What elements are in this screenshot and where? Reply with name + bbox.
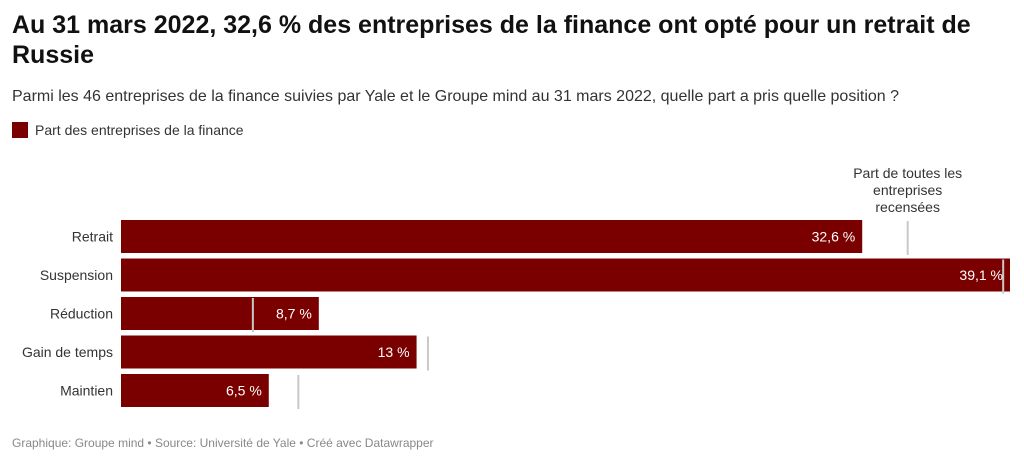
legend: Part des entreprises de la finance [12, 120, 244, 140]
marker-annotation-line: entreprises [873, 182, 942, 198]
value-label: 39,1 % [959, 267, 1003, 283]
bar [121, 335, 417, 369]
value-label: 8,7 % [276, 306, 312, 322]
legend-label: Part des entreprises de la finance [35, 122, 244, 138]
category-label: Gain de temps [22, 344, 113, 360]
category-label: Retrait [72, 229, 113, 245]
bar [121, 374, 269, 407]
chart-title: Au 31 mars 2022, 32,6 % des entreprises … [12, 11, 971, 69]
value-label: 13 % [378, 344, 410, 360]
bar [121, 258, 1010, 292]
bar [121, 297, 319, 330]
value-label: 6,5 % [226, 383, 262, 399]
value-label: 32,6 % [812, 229, 856, 245]
legend-swatch [12, 122, 28, 138]
bar [121, 220, 863, 253]
category-label: Maintien [60, 383, 113, 399]
marker-annotation-line: recensées [875, 199, 940, 215]
category-label: Réduction [50, 306, 113, 322]
chart-footer: Graphique: Groupe mind • Source: Univers… [12, 436, 434, 450]
marker-annotation-line: Part de toutes les [853, 165, 962, 181]
category-label: Suspension [40, 267, 113, 283]
chart-subtitle: Parmi les 46 entreprises de la finance s… [12, 88, 900, 105]
